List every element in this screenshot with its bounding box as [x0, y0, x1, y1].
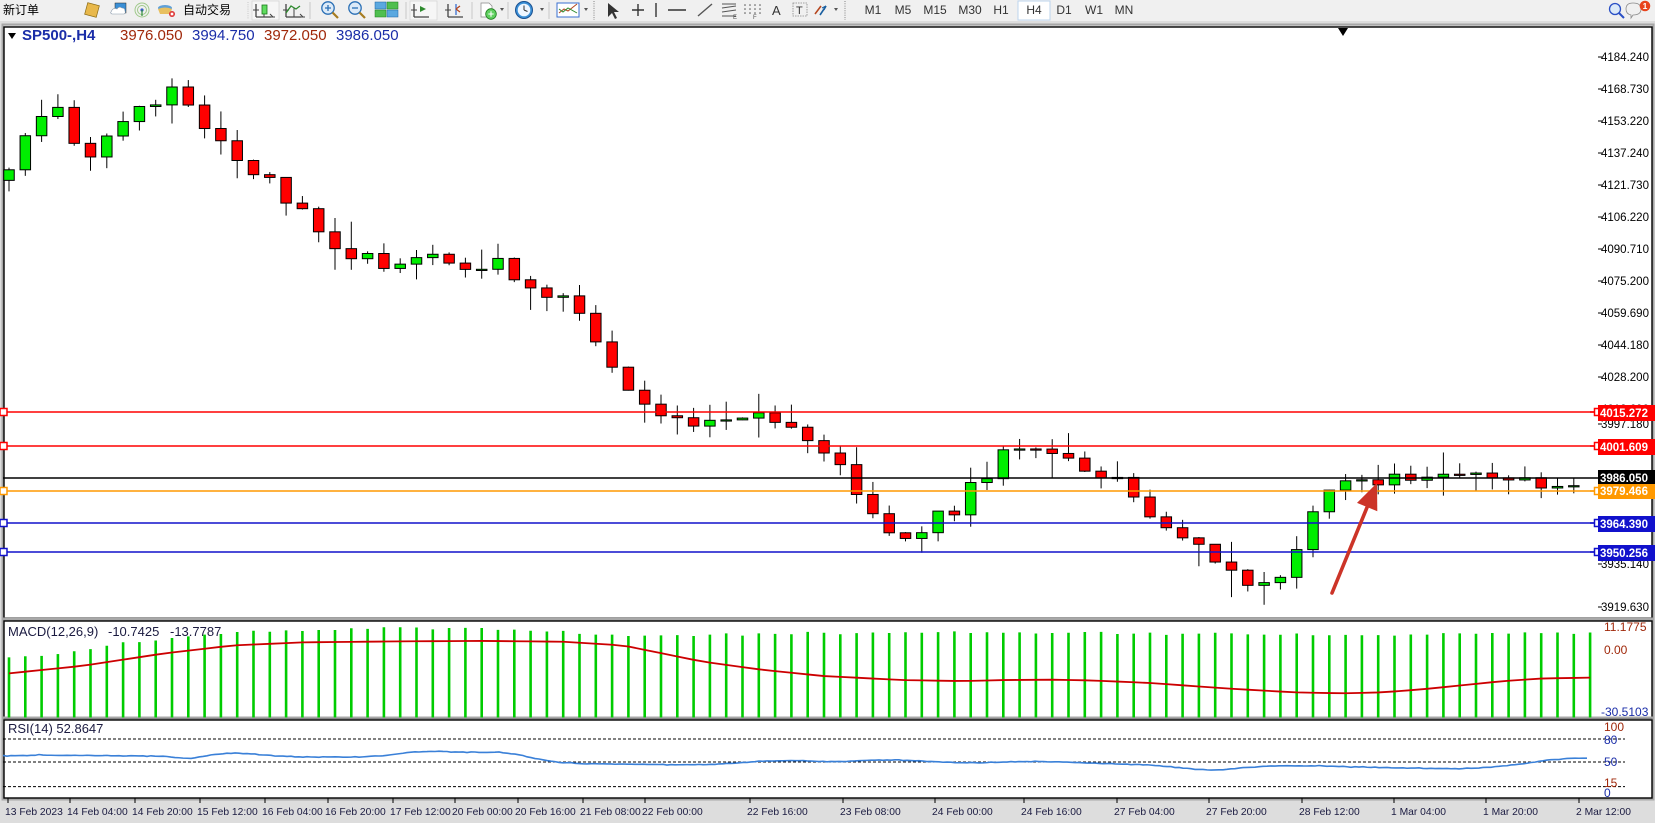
svg-text:14 Feb 20:00: 14 Feb 20:00	[132, 807, 193, 818]
svg-text:13 Feb 2023: 13 Feb 2023	[5, 807, 63, 818]
svg-text:15 Feb 12:00: 15 Feb 12:00	[197, 807, 258, 818]
svg-text:23 Feb 08:00: 23 Feb 08:00	[840, 807, 901, 818]
svg-text:80: 80	[1604, 733, 1618, 747]
svg-text:3950.256: 3950.256	[1600, 548, 1648, 560]
svg-text:4059.690: 4059.690	[1601, 308, 1649, 320]
svg-text:-13.7787: -13.7787	[170, 624, 221, 639]
svg-text:4001.609: 4001.609	[1600, 442, 1648, 454]
svg-text:2 Mar 12:00: 2 Mar 12:00	[1576, 807, 1631, 818]
svg-text:3964.390: 3964.390	[1600, 519, 1648, 531]
svg-text:MACD(12,26,9): MACD(12,26,9)	[8, 624, 98, 639]
svg-text:4168.730: 4168.730	[1601, 84, 1649, 96]
svg-text:4121.730: 4121.730	[1601, 180, 1649, 192]
svg-text:1 Mar 04:00: 1 Mar 04:00	[1391, 807, 1446, 818]
svg-text:22 Feb 16:00: 22 Feb 16:00	[747, 807, 808, 818]
svg-text:RSI(14) 52.8647: RSI(14) 52.8647	[8, 721, 103, 736]
svg-text:11.1775: 11.1775	[1604, 620, 1647, 634]
svg-text:27 Feb 04:00: 27 Feb 04:00	[1114, 807, 1175, 818]
svg-text:20 Feb 00:00: 20 Feb 00:00	[452, 807, 513, 818]
svg-text:16 Feb 04:00: 16 Feb 04:00	[262, 807, 323, 818]
svg-text:24 Feb 16:00: 24 Feb 16:00	[1021, 807, 1082, 818]
svg-text:-10.7425: -10.7425	[108, 624, 159, 639]
svg-text:24 Feb 00:00: 24 Feb 00:00	[932, 807, 993, 818]
svg-text:4184.240: 4184.240	[1601, 52, 1649, 64]
svg-text:50: 50	[1604, 755, 1618, 769]
svg-text:100: 100	[1604, 720, 1624, 734]
svg-text:4090.710: 4090.710	[1601, 244, 1649, 256]
svg-text:4044.180: 4044.180	[1601, 340, 1649, 352]
svg-text:28 Feb 12:00: 28 Feb 12:00	[1299, 807, 1360, 818]
svg-text:3986.050: 3986.050	[336, 27, 399, 44]
svg-text:16 Feb 20:00: 16 Feb 20:00	[325, 807, 386, 818]
svg-text:3979.466: 3979.466	[1600, 486, 1648, 498]
svg-text:3986.050: 3986.050	[1600, 473, 1648, 485]
svg-text:4028.200: 4028.200	[1601, 372, 1649, 384]
svg-text:21 Feb 08:00: 21 Feb 08:00	[580, 807, 641, 818]
svg-text:22 Feb 00:00: 22 Feb 00:00	[642, 807, 703, 818]
svg-text:4137.240: 4137.240	[1601, 148, 1649, 160]
svg-text:27 Feb 20:00: 27 Feb 20:00	[1206, 807, 1267, 818]
svg-text:4153.220: 4153.220	[1601, 116, 1649, 128]
svg-text:3976.050: 3976.050	[120, 27, 183, 44]
svg-text:14 Feb 04:00: 14 Feb 04:00	[67, 807, 128, 818]
svg-text:0.00: 0.00	[1604, 643, 1628, 657]
svg-text:3994.750: 3994.750	[192, 27, 255, 44]
svg-text:20 Feb 16:00: 20 Feb 16:00	[515, 807, 576, 818]
svg-text:4015.272: 4015.272	[1600, 408, 1648, 420]
svg-text:4075.200: 4075.200	[1601, 276, 1649, 288]
svg-text:3919.630: 3919.630	[1601, 602, 1649, 614]
svg-text:17 Feb 12:00: 17 Feb 12:00	[390, 807, 451, 818]
svg-text:1 Mar 20:00: 1 Mar 20:00	[1483, 807, 1538, 818]
svg-text:SP500-,H4: SP500-,H4	[22, 27, 96, 44]
svg-text:0: 0	[1604, 786, 1611, 800]
svg-text:4106.220: 4106.220	[1601, 212, 1649, 224]
svg-text:-30.5103: -30.5103	[1601, 705, 1649, 719]
svg-text:3972.050: 3972.050	[264, 27, 327, 44]
